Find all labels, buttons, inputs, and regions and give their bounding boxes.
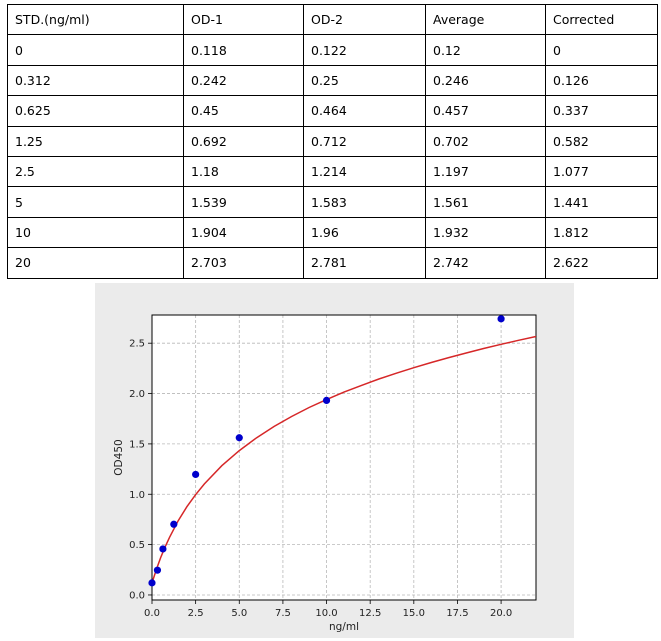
data-point bbox=[235, 434, 243, 442]
table-cell: 5 bbox=[7, 186, 184, 218]
x-tick-label: 15.0 bbox=[403, 608, 425, 619]
table-cell: 0.337 bbox=[545, 95, 658, 127]
data-point bbox=[148, 579, 156, 587]
table-cell: 1.077 bbox=[545, 155, 658, 188]
plot-area bbox=[152, 315, 536, 600]
column-header: STD.(ng/ml) bbox=[7, 3, 184, 36]
x-tick-label: 12.5 bbox=[359, 608, 381, 619]
y-tick-label: 2.0 bbox=[129, 389, 145, 400]
table-cell: 1.25 bbox=[7, 125, 184, 157]
table-cell: 0.312 bbox=[7, 64, 184, 97]
table-cell: 1.932 bbox=[425, 216, 546, 249]
table-cell: 1.96 bbox=[303, 216, 426, 249]
table-cell: 0.246 bbox=[425, 64, 546, 97]
standard-curve-chart: 0.0 2.5 5.0 7.5 10.0 12.5 15.0 17.5 20.0 0.0 0.5 1.… bbox=[95, 283, 574, 638]
x-tick-label: 7.5 bbox=[275, 608, 291, 619]
table-row: 2.5 1.18 1.214 1.197 1.077 bbox=[7, 155, 658, 188]
table-cell: 1.18 bbox=[183, 155, 304, 188]
table-cell: 1.539 bbox=[183, 186, 304, 218]
x-tick-label: 2.5 bbox=[188, 608, 204, 619]
plot-frame bbox=[151, 314, 537, 601]
table-cell: 1.441 bbox=[545, 186, 658, 218]
x-tick-label: 20.0 bbox=[490, 608, 512, 619]
table-row: 5 1.539 1.583 1.561 1.441 bbox=[7, 186, 658, 218]
table-cell: 1.812 bbox=[545, 216, 658, 249]
table-cell: 0.25 bbox=[303, 64, 426, 97]
y-tick-label: 2.5 bbox=[129, 339, 145, 350]
table-cell: 2.781 bbox=[303, 247, 426, 279]
grid-lines bbox=[151, 315, 536, 600]
column-header: Corrected bbox=[545, 3, 658, 36]
table-cell: 0 bbox=[7, 34, 184, 66]
table-row: 1.25 0.692 0.712 0.702 0.582 bbox=[7, 125, 658, 157]
table-cell: 1.904 bbox=[183, 216, 304, 249]
table-cell: 0.118 bbox=[183, 34, 304, 66]
chart-svg: 0.0 2.5 5.0 7.5 10.0 12.5 15.0 17.5 20.0 0.0 0.5 1.… bbox=[113, 314, 537, 633]
data-point bbox=[170, 520, 178, 528]
table-cell: 0.126 bbox=[545, 64, 658, 97]
table-cell: 1.214 bbox=[303, 155, 426, 188]
table-row: 20 2.703 2.781 2.742 2.622 bbox=[7, 247, 658, 279]
table-cell: 0.12 bbox=[425, 34, 546, 66]
x-tick-label: 5.0 bbox=[231, 608, 247, 619]
table-cell: 0.582 bbox=[545, 125, 658, 157]
table-cell: 0.702 bbox=[425, 125, 546, 157]
data-point bbox=[153, 566, 162, 574]
standard-table: STD.(ng/ml) OD-1 OD-2 Average Corrected 0 0.11… bbox=[7, 3, 658, 279]
column-header: Average bbox=[425, 3, 546, 36]
table-cell: 0.242 bbox=[183, 64, 304, 97]
table-cell: 0.45 bbox=[183, 95, 304, 127]
table-header-row: STD.(ng/ml) OD-1 OD-2 Average Corrected bbox=[7, 3, 658, 36]
table-cell: 1.583 bbox=[303, 186, 426, 218]
table-cell: 2.5 bbox=[7, 155, 184, 188]
table-cell: 1.197 bbox=[425, 155, 546, 188]
y-axis-label: OD450 bbox=[113, 439, 125, 475]
y-tick-label: 0.5 bbox=[129, 540, 145, 551]
table-row: 0.625 0.45 0.464 0.457 0.337 bbox=[7, 95, 658, 127]
table-cell: 1.561 bbox=[425, 186, 546, 218]
table-row: 10 1.904 1.96 1.932 1.812 bbox=[7, 216, 658, 249]
axes: 0.0 2.5 5.0 7.5 10.0 12.5 15.0 17.5 20.0 0.0 0.5 1.… bbox=[129, 314, 537, 619]
fit-curve bbox=[151, 335, 537, 584]
column-header: OD-1 bbox=[183, 3, 304, 36]
table-cell: 0.464 bbox=[303, 95, 426, 127]
table-cell: 2.703 bbox=[183, 247, 304, 279]
column-header: OD-2 bbox=[303, 3, 426, 36]
data-point bbox=[192, 470, 200, 479]
x-tick-label: 10.0 bbox=[315, 608, 337, 619]
y-tick-label: 1.0 bbox=[129, 490, 145, 501]
x-tick-label: 0.0 bbox=[144, 608, 160, 619]
y-tick-label: 0.0 bbox=[129, 590, 145, 601]
data-points-layer bbox=[148, 315, 505, 587]
table-row: 0 0.118 0.122 0.12 0 bbox=[7, 34, 658, 66]
table-cell: 2.622 bbox=[545, 247, 658, 279]
data-point bbox=[322, 396, 331, 404]
table-cell: 0.457 bbox=[425, 95, 546, 127]
fit-curve-layer bbox=[151, 335, 537, 584]
table-cell: 10 bbox=[7, 216, 184, 249]
x-tick-label: 17.5 bbox=[446, 608, 468, 619]
y-tick-label: 1.5 bbox=[129, 439, 145, 450]
table-cell: 0.712 bbox=[303, 125, 426, 157]
table-cell: 2.742 bbox=[425, 247, 546, 279]
table-cell: 0.625 bbox=[7, 95, 184, 127]
x-axis-label: ng/ml bbox=[329, 621, 359, 633]
data-point bbox=[159, 545, 167, 553]
table-cell: 0.692 bbox=[183, 125, 304, 157]
data-point bbox=[497, 315, 505, 323]
table-cell: 0.122 bbox=[303, 34, 426, 66]
table-cell: 20 bbox=[7, 247, 184, 279]
table-row: 0.312 0.242 0.25 0.246 0.126 bbox=[7, 64, 658, 97]
table-cell: 0 bbox=[545, 34, 658, 66]
